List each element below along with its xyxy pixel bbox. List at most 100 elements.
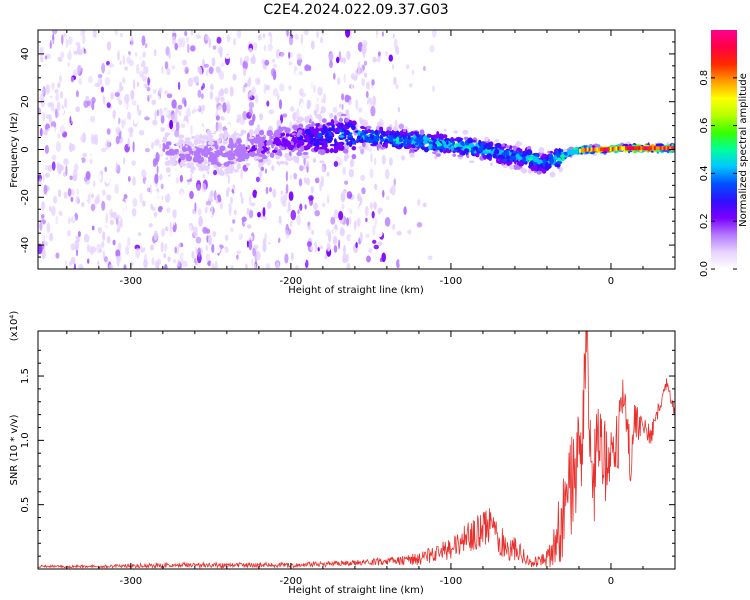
heatmap-cell [421,146,426,151]
heatmap-cell [124,30,128,41]
heatmap-cell [632,146,635,151]
heatmap-cell [276,155,279,159]
heatmap-cell [139,179,143,184]
heatmap-cell [288,51,291,59]
heatmap-cell [187,43,190,54]
heatmap-cell [136,81,140,87]
heatmap-cell [376,34,380,39]
heatmap-cell [545,161,549,168]
heatmap-cell [350,229,355,235]
heatmap-cell [215,246,221,254]
heatmap-cell [378,143,382,149]
heatmap-cell [303,35,306,45]
heatmap-cell [232,184,236,191]
heatmap-cell [281,132,285,137]
heatmap-cell [234,150,241,156]
heatmap-cell [55,141,62,153]
heatmap-cell [432,141,436,147]
heatmap-cell [501,163,505,166]
heatmap-cell [139,153,142,159]
heatmap-cell [211,243,215,253]
heatmap-cell [351,153,357,160]
heatmap-cell [160,183,164,190]
heatmap-cell [252,153,259,156]
heatmap-cell [338,210,344,221]
heatmap-cell [101,240,105,249]
heatmap-cell [58,74,63,84]
heatmap-cell [319,245,323,250]
heatmap-cell [292,233,295,239]
heatmap-cell [124,118,126,125]
heatmap-cell [284,127,291,134]
heatmap-cell [216,91,219,98]
heatmap-cell [375,147,378,157]
heatmap-cell [63,191,68,199]
heatmap-cell [364,131,369,134]
heatmap-cell [333,72,336,80]
heatmap-cell [245,138,248,147]
heatmap-cell [374,157,377,166]
heatmap-cell [42,87,45,95]
heatmap-cell [343,73,346,84]
spectrogram-xtick-label: -300 [119,276,142,287]
heatmap-cell [392,63,395,70]
heatmap-cell [115,126,121,134]
heatmap-cell [193,112,196,116]
heatmap-cell [177,228,183,234]
heatmap-cell [116,255,120,267]
heatmap-cell [432,134,440,139]
heatmap-cell [353,214,357,219]
heatmap-cell [617,146,620,151]
heatmap-cell [64,33,70,41]
heatmap-cell [86,134,91,139]
heatmap-cell [549,150,554,154]
heatmap-cell [611,146,614,151]
heatmap-cell [370,152,373,163]
heatmap-cell [132,176,136,186]
heatmap-cell [55,93,60,101]
heatmap-cell [90,115,96,123]
heatmap-cell [200,86,204,91]
heatmap-cell [206,151,213,155]
heatmap-cell [164,132,171,136]
heatmap-cell [304,64,310,71]
heatmap-cell [131,100,137,106]
heatmap-cell [225,54,230,60]
heatmap-cell [342,166,347,175]
heatmap-cell [206,161,212,165]
heatmap-cell [147,77,151,86]
heatmap-cell [252,247,256,257]
heatmap-cell [233,168,239,173]
heatmap-cell [284,165,290,171]
heatmap-cell [411,69,415,75]
heatmap-cell [62,199,67,210]
heatmap-cell [110,139,114,149]
heatmap-cell [511,155,517,160]
heatmap-cell [438,133,443,139]
heatmap-cell [151,206,156,211]
heatmap-cell [247,47,254,59]
heatmap-cell [213,190,217,201]
heatmap-cell [262,215,267,221]
heatmap-cell [220,116,225,121]
heatmap-cell [346,262,351,269]
heatmap-cell [105,212,109,224]
heatmap-cell [154,260,158,269]
heatmap-cell [214,260,218,269]
heatmap-cell [241,216,247,222]
heatmap-cell [112,109,116,120]
heatmap-cell [208,174,214,178]
heatmap-cell [285,170,289,182]
snr-axis-ticks: -300 -200 -100 0 0.5 1.0 1.5 [20,331,676,587]
heatmap-cell [241,145,247,152]
heatmap-cell [73,263,76,269]
heatmap-cell [165,167,171,173]
heatmap-cell [74,240,80,248]
heatmap-cell [251,115,255,126]
heatmap-cell [282,102,288,114]
heatmap-cell [325,46,331,56]
heatmap-cell [87,100,91,106]
heatmap-cell [229,86,234,97]
heatmap-cell [198,66,203,78]
heatmap-cell [292,124,299,129]
